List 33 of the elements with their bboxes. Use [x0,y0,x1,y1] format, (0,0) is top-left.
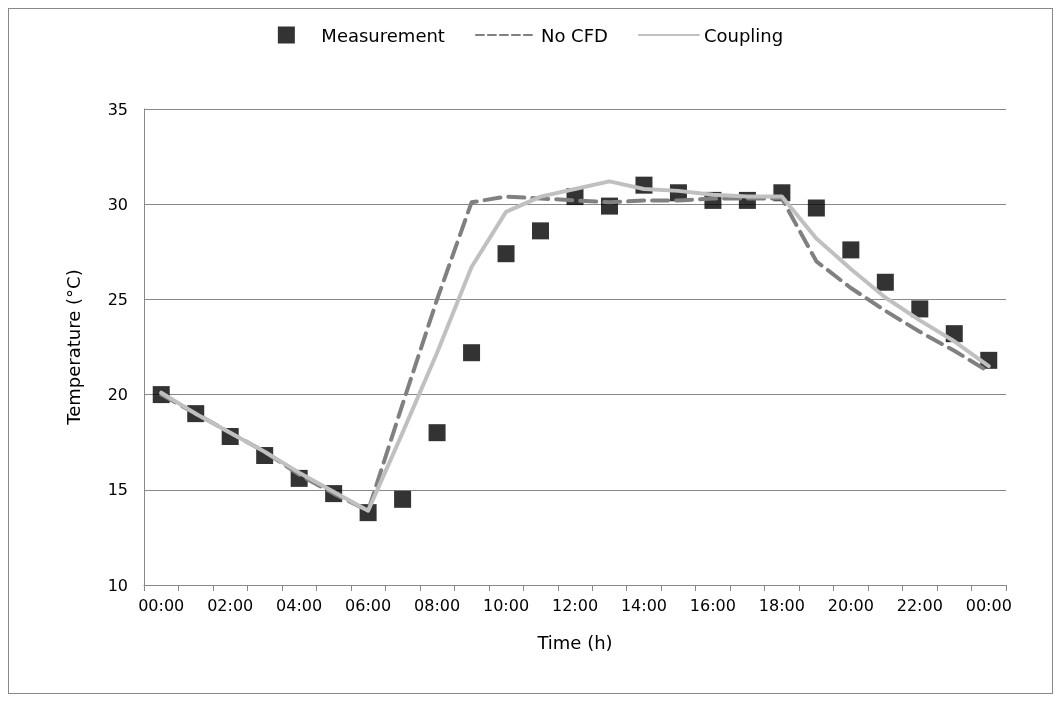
point [807,199,825,217]
y-tick-label: 10 [107,575,128,595]
y-tick-label: 25 [107,289,128,309]
point [463,344,481,362]
y-tick-label: 30 [107,194,128,214]
x-tick-label: 00:00 [965,595,1012,615]
x-tick-label: 18:00 [758,595,805,615]
legend-label: No CFD [540,24,608,46]
y-axis-title: Temperature (°C) [62,269,84,426]
x-axis-title: Time (h) [536,631,613,653]
y-tick-label: 15 [107,480,128,500]
x-tick-label: 22:00 [896,595,943,615]
legend-label: Coupling [703,24,784,46]
x-tick-label: 20:00 [827,595,874,615]
x-tick-label: 08:00 [414,595,461,615]
point [911,300,929,318]
legend-label: Measurement [321,24,445,46]
point [428,424,446,442]
x-tick-label: 00:00 [138,595,185,615]
point [842,241,860,259]
y-tick-label: 35 [107,99,128,119]
x-tick-label: 10:00 [482,595,530,615]
x-tick-label: 06:00 [345,595,392,615]
x-tick-label: 02:00 [207,595,254,615]
point [876,273,894,291]
x-tick-label: 12:00 [551,595,599,615]
point [497,245,515,263]
x-tick-label: 16:00 [689,595,736,615]
point [394,490,412,508]
x-tick-label: 14:00 [620,595,668,615]
y-tick-label: 20 [107,385,128,405]
x-tick-label: 04:00 [276,595,323,615]
point [532,222,550,240]
